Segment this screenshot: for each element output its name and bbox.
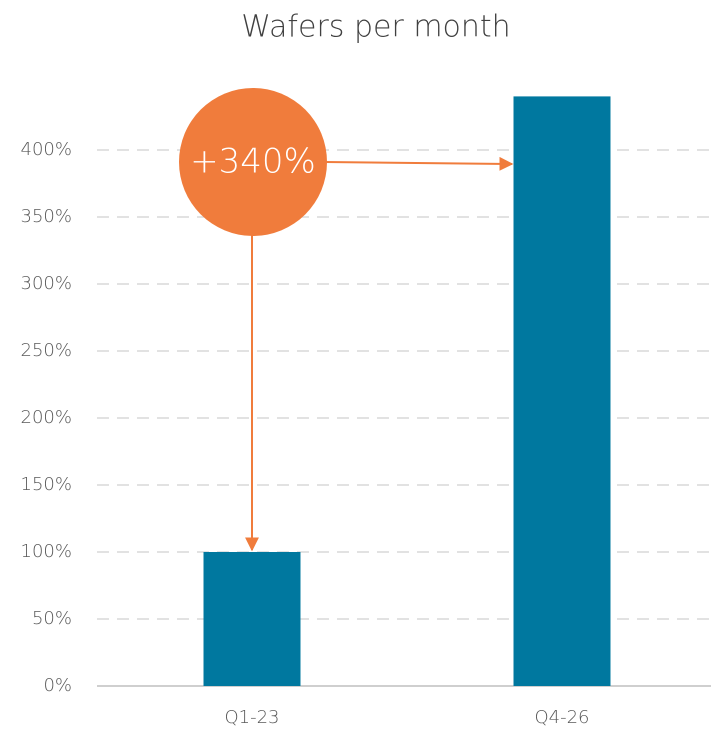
- y-tick-label: 50%: [32, 608, 72, 629]
- y-tick-label: 350%: [21, 206, 72, 227]
- y-tick-label: 0%: [43, 675, 72, 696]
- bar: [513, 96, 611, 686]
- y-tick-label: 100%: [21, 541, 72, 562]
- annotation: +340%: [179, 88, 514, 552]
- x-tick-label: Q1-23: [224, 707, 279, 728]
- bar: [203, 552, 301, 686]
- y-tick-label: 250%: [21, 340, 72, 361]
- annotation-text: +340%: [190, 142, 316, 182]
- y-tick-label: 200%: [21, 407, 72, 428]
- chart-title: Wafers per month: [241, 10, 510, 45]
- y-tick-label: 150%: [21, 474, 72, 495]
- annotation-circle: [179, 88, 327, 236]
- x-tick-label: Q4-26: [534, 707, 589, 728]
- y-tick-label: 300%: [21, 273, 72, 294]
- arrow: [324, 156, 514, 171]
- y-tick-label: 400%: [21, 139, 72, 160]
